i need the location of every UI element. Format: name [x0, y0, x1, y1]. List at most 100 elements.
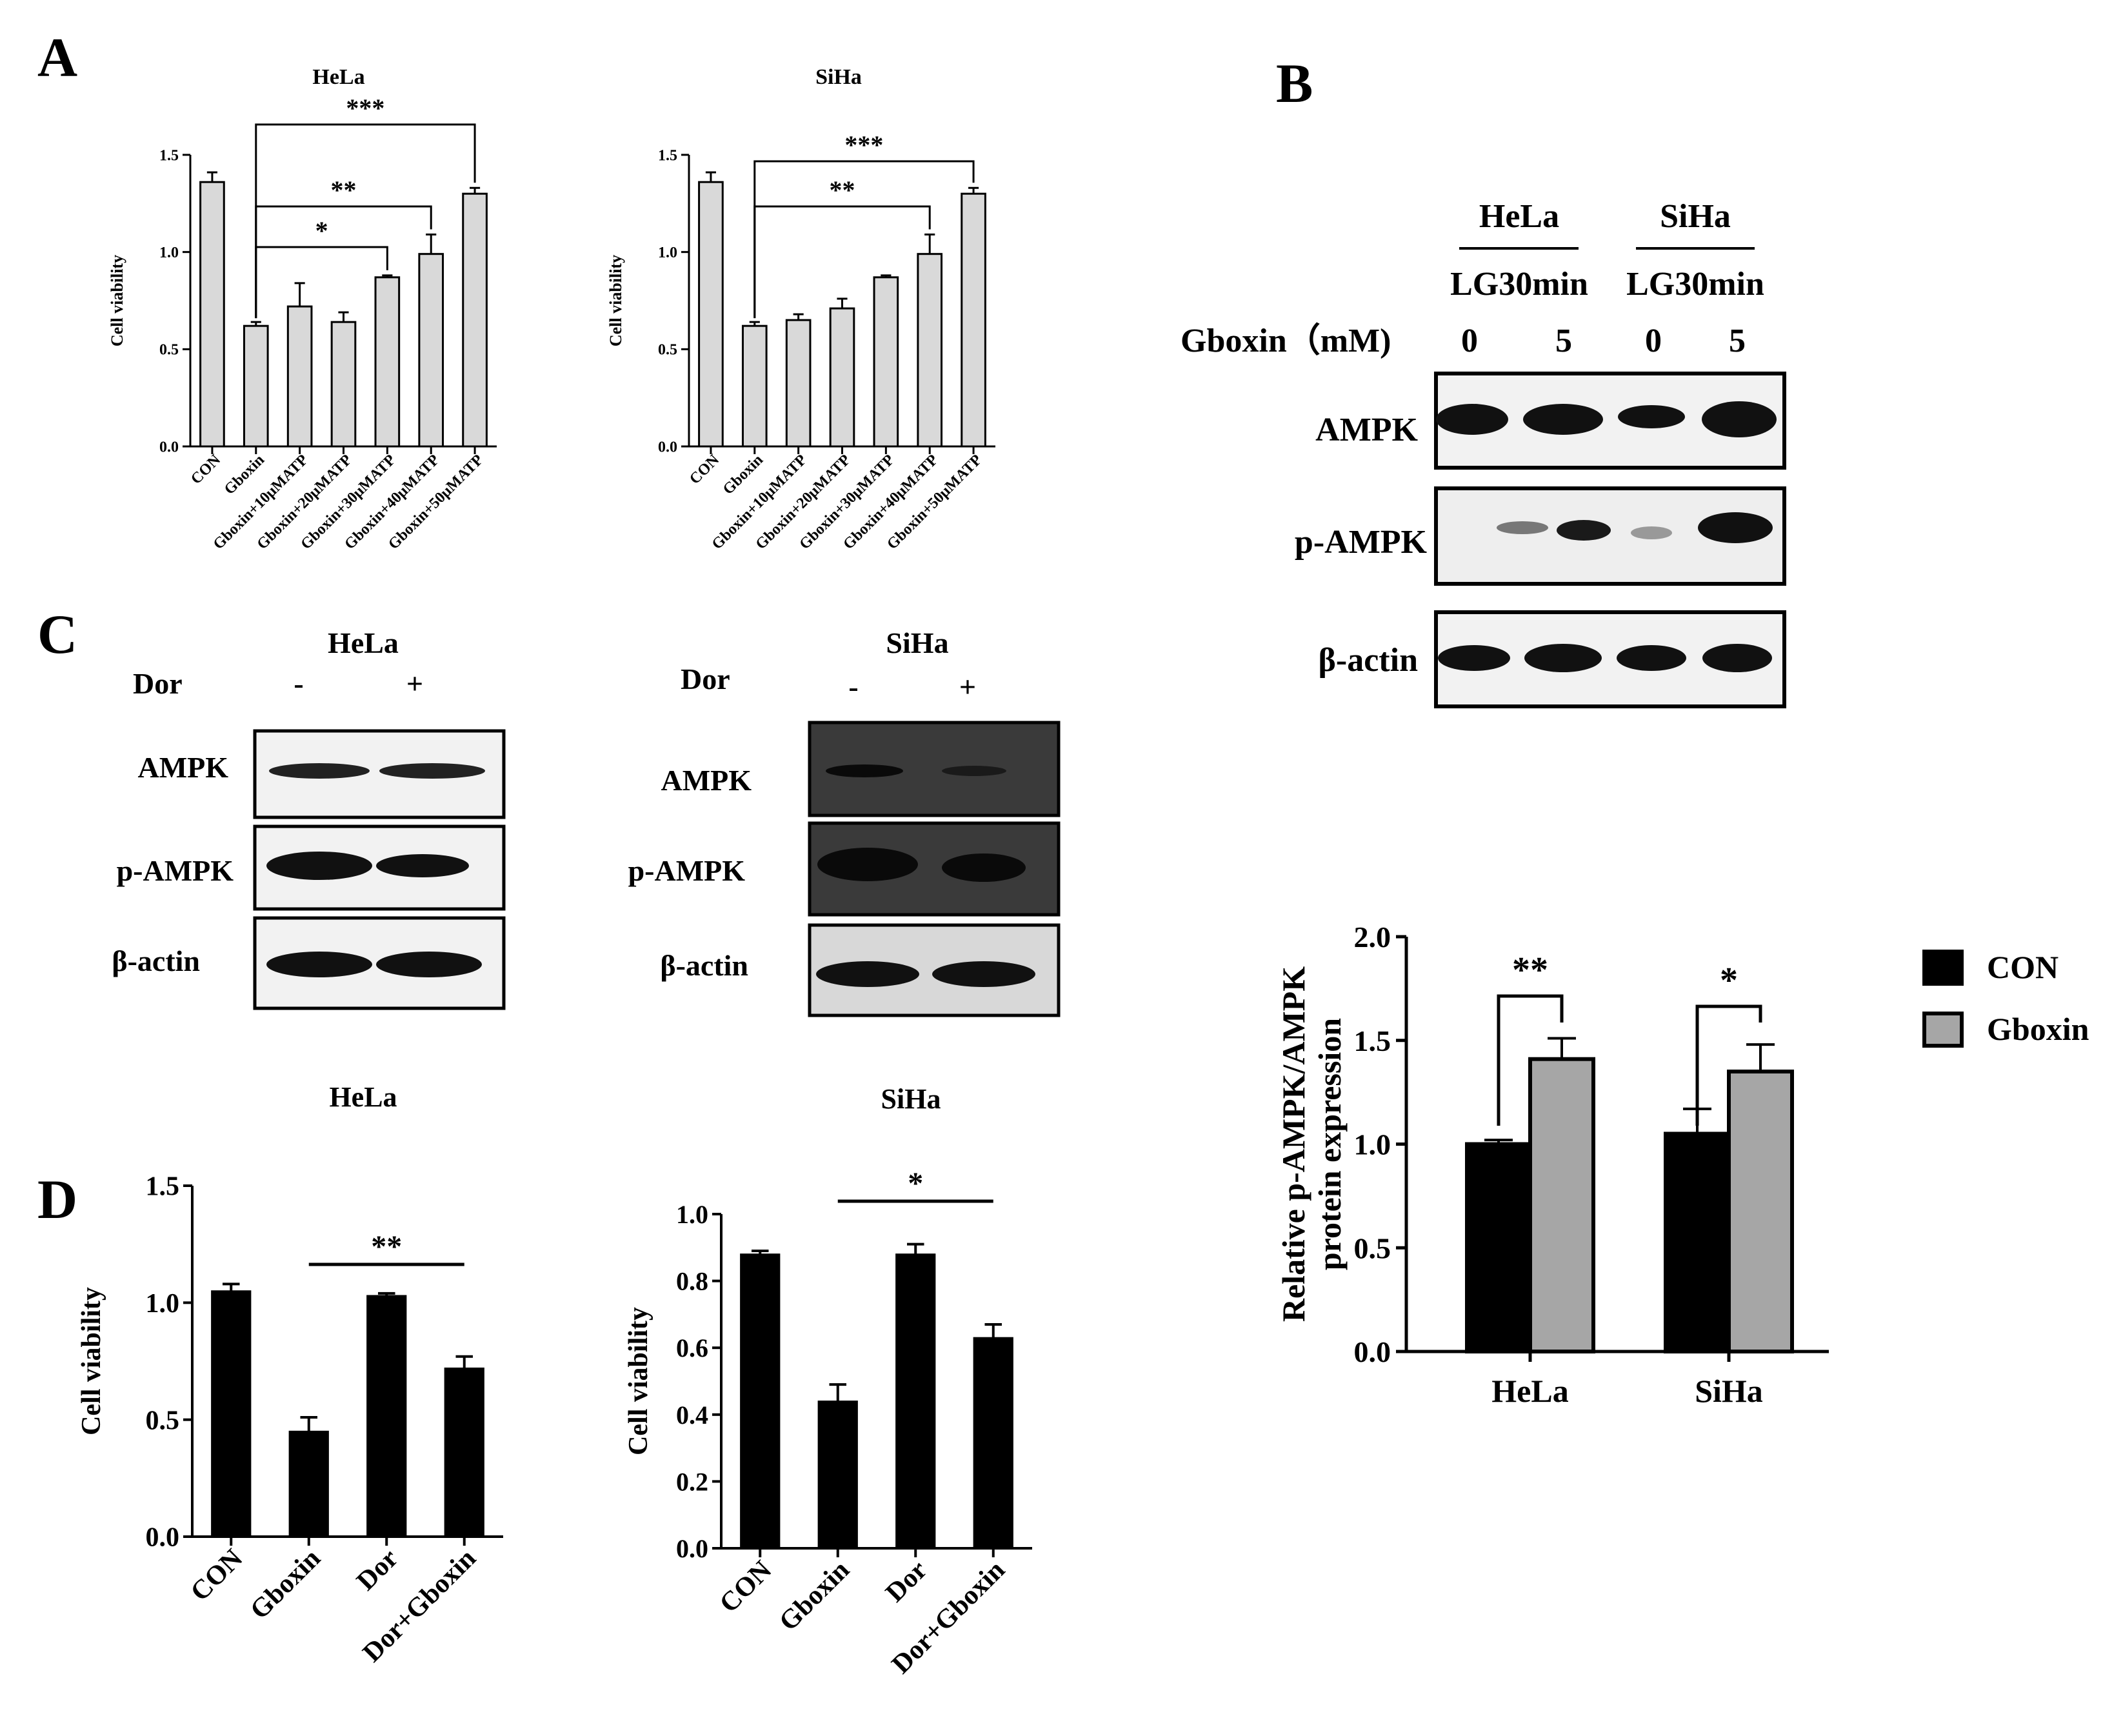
blot-b: HeLa SiHa LG30min LG30min Gboxin（mM) 0 5…	[1181, 198, 1786, 708]
panel-letter-c: C	[37, 603, 77, 665]
bar	[1528, 1057, 1595, 1354]
y-tick-label: 1.0	[1354, 1128, 1391, 1161]
blot-c-siha-row-ampk: AMPK	[661, 764, 752, 797]
y-tick-label: 0.4	[676, 1401, 708, 1430]
blot-b-dose-1: 0	[1461, 323, 1478, 359]
bar	[1664, 1132, 1731, 1354]
y-tick-label: 0.2	[676, 1467, 708, 1496]
bar	[817, 1401, 858, 1550]
bar	[418, 253, 444, 448]
legend-swatch	[1922, 950, 1964, 986]
bar	[330, 321, 357, 448]
blot-c-hela-treatment-label: Dor	[133, 667, 183, 700]
blot-c-siha-title: SiHa	[886, 626, 948, 659]
significance-label: *	[908, 1166, 923, 1201]
blot-b-row-pampk: p-AMPK	[1295, 524, 1428, 561]
bar	[444, 1367, 484, 1537]
bar	[741, 324, 768, 448]
bar	[1727, 1069, 1794, 1353]
bar	[740, 1253, 781, 1550]
y-tick-label: 0.5	[658, 342, 677, 359]
y-axis-label: Cell viability	[606, 255, 625, 346]
significance-label: *	[315, 216, 328, 245]
bar	[829, 307, 855, 448]
bar	[785, 319, 812, 448]
blot-b-dose-3: 0	[1645, 323, 1662, 359]
blot-b-condition-siha: LG30min	[1626, 266, 1764, 303]
bar	[366, 1295, 407, 1538]
y-tick-label: 1.5	[658, 147, 677, 164]
y-tick-label: 1.5	[146, 1172, 180, 1202]
blot-b-ampk-band	[1523, 404, 1603, 435]
blot-c-siha-pampk-band	[942, 853, 1026, 882]
chart-d-siha: SiHa 0.0 0.2 0.4 0.6 0.8 1.0 Cell viability CONG…	[624, 1083, 1032, 1680]
significance-bracket	[255, 246, 388, 319]
bar	[211, 1290, 252, 1537]
y-axis-label: protein expression	[1311, 1018, 1348, 1270]
y-axis-label: Cell viability	[108, 255, 126, 346]
blot-c-hela-row-pampk: p-AMPK	[117, 854, 234, 887]
blot-b-ampk-band	[1436, 404, 1508, 435]
y-axis-label: Cell viability	[624, 1307, 653, 1455]
y-tick-label: 1.5	[1354, 1024, 1391, 1057]
blot-c-siha-treatment-label: Dor	[681, 663, 730, 695]
significance-bracket	[753, 160, 975, 319]
y-tick-label: 0.5	[159, 342, 179, 359]
x-tick-label: CON	[185, 1544, 249, 1608]
y-tick-label: 1.0	[658, 244, 677, 261]
blot-b-actin-band	[1617, 645, 1686, 671]
bar	[961, 192, 986, 448]
significance-bracket	[255, 123, 476, 319]
chart-title: SiHa	[881, 1083, 941, 1115]
blot-c-siha-row-actin: β-actin	[660, 949, 748, 982]
x-tick-label: CON	[188, 451, 224, 488]
blot-c-hela-pampk-band	[266, 852, 372, 880]
significance-label: **	[371, 1230, 402, 1264]
blot-c-hela-ampk-band	[269, 763, 370, 779]
bar	[1465, 1142, 1532, 1353]
y-tick-label: 1.5	[159, 147, 179, 164]
significance-label: **	[331, 175, 357, 205]
blot-b-actin-band	[1438, 645, 1510, 671]
y-tick-label: 1.0	[159, 244, 179, 261]
bar	[243, 324, 269, 448]
bar	[374, 276, 401, 448]
blot-c-hela-pampk-band	[376, 854, 469, 877]
blot-c-siha: SiHa Dor - + AMPK p-AMPK β-actin	[628, 626, 1061, 1017]
y-tick-label: 0.0	[159, 439, 179, 455]
bar	[199, 181, 225, 448]
chart-title: SiHa	[815, 65, 862, 89]
y-tick-label: 0.6	[676, 1333, 708, 1362]
y-tick-label: 0.0	[658, 439, 677, 455]
blot-b-actin-band	[1524, 644, 1602, 672]
significance-bracket	[255, 205, 432, 319]
blot-b-condition-hela: LG30min	[1450, 266, 1588, 303]
blot-c-siha-lane-1: -	[848, 670, 858, 703]
x-tick-label: Dor	[351, 1544, 404, 1597]
y-tick-label: 0.0	[146, 1523, 180, 1553]
panel-letter-a: A	[37, 26, 77, 88]
y-tick-label: 2.0	[1354, 921, 1391, 953]
x-tick-label: SiHa	[1695, 1373, 1763, 1409]
y-tick-label: 1.0	[146, 1289, 180, 1319]
blot-c-siha-lane-2: +	[959, 670, 976, 703]
x-tick-label: Gboxin	[773, 1555, 855, 1637]
bar	[895, 1253, 936, 1550]
blot-c-siha-actin-band	[816, 961, 919, 987]
significance-bracket	[1497, 994, 1564, 1126]
significance-label: ***	[844, 130, 883, 159]
blot-c-siha-ampk-band	[942, 766, 1006, 776]
x-tick-label: CON	[686, 451, 723, 488]
legend-swatch	[1922, 1012, 1964, 1048]
blot-c-hela-row-ampk: AMPK	[137, 751, 228, 784]
blot-b-pampk-band	[1631, 526, 1672, 539]
y-tick-label: 0.0	[1354, 1335, 1391, 1368]
y-tick-label: 0.0	[676, 1534, 708, 1563]
bar	[973, 1337, 1013, 1549]
x-tick-label: Dor	[880, 1555, 933, 1608]
bar	[917, 253, 943, 448]
y-tick-label: 0.8	[676, 1267, 708, 1296]
